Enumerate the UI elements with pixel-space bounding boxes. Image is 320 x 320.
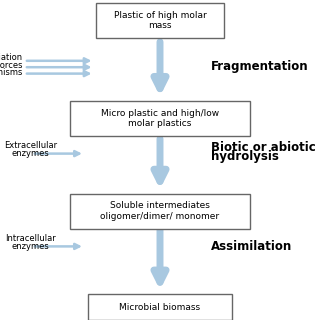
Text: hydrolysis: hydrolysis: [211, 150, 279, 163]
Text: Extracellular: Extracellular: [4, 141, 57, 150]
Text: Intracellular: Intracellular: [5, 234, 56, 243]
Text: Fragmentation: Fragmentation: [211, 60, 309, 73]
Text: enzymes: enzymes: [12, 242, 49, 251]
Text: Plastic of high molar
mass: Plastic of high molar mass: [114, 11, 206, 30]
Text: Microorganisms: Microorganisms: [0, 68, 22, 77]
Text: Microbial biomass: Microbial biomass: [119, 303, 201, 312]
Text: Soluble intermediates
oligomer/dimer/ monomer: Soluble intermediates oligomer/dimer/ mo…: [100, 202, 220, 221]
Text: Micro plastic and high/low
molar plastics: Micro plastic and high/low molar plastic…: [101, 109, 219, 128]
FancyBboxPatch shape: [96, 3, 224, 38]
FancyBboxPatch shape: [70, 101, 250, 136]
FancyBboxPatch shape: [70, 194, 250, 229]
Text: UV radiation: UV radiation: [0, 53, 22, 62]
Text: Mechanical Forces: Mechanical Forces: [0, 61, 22, 70]
Text: enzymes: enzymes: [12, 149, 49, 158]
Text: Assimilation: Assimilation: [211, 240, 292, 253]
FancyBboxPatch shape: [88, 294, 232, 320]
Text: Biotic or abiotic: Biotic or abiotic: [211, 141, 316, 154]
